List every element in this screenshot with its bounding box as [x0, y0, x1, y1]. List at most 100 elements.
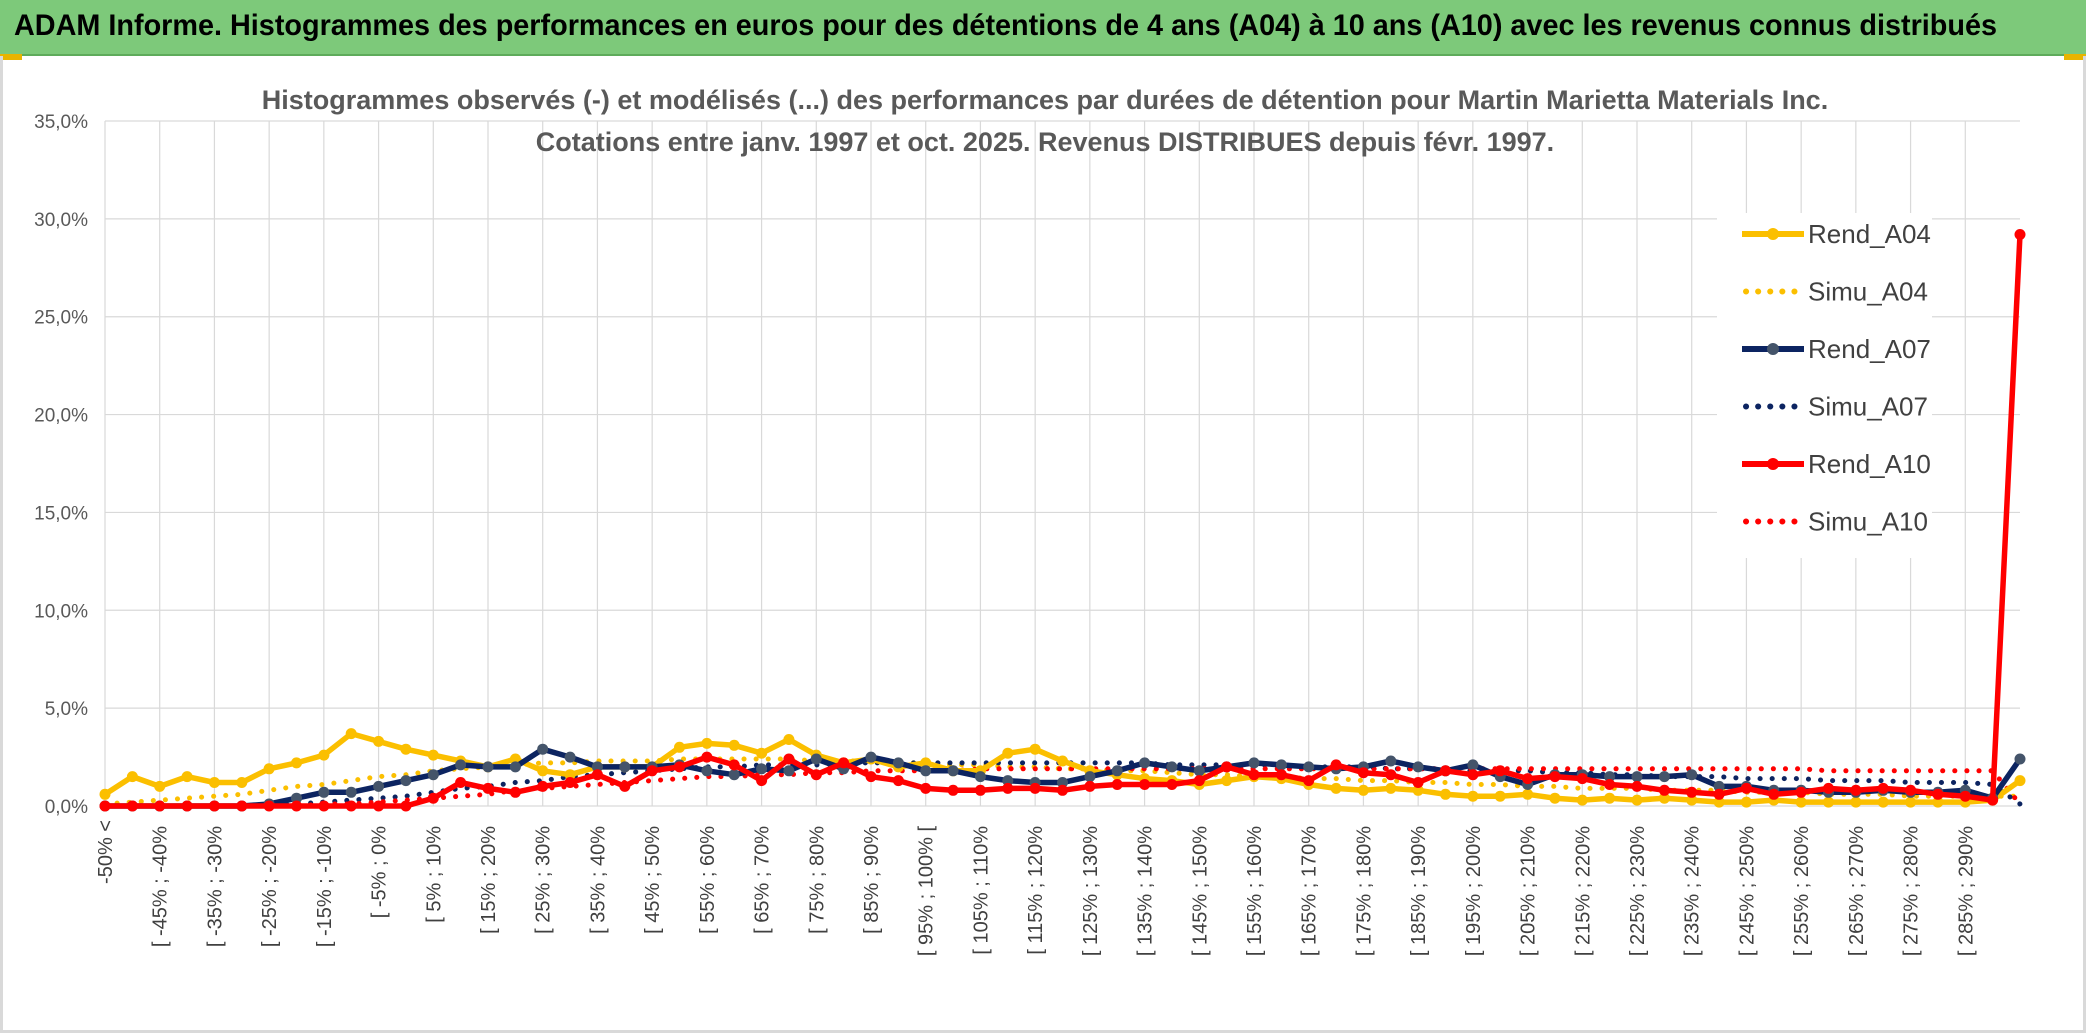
legend-marker [1767, 458, 1779, 470]
point-Rend_A04 [920, 757, 932, 769]
point-Rend_A07 [455, 759, 467, 771]
point-Rend_A04 [1823, 796, 1834, 808]
x-tick-label: [ 285% ; 290% [1955, 826, 1977, 956]
point-Rend_A07 [318, 786, 330, 798]
point-Rend_A10 [1686, 786, 1698, 798]
x-tick-label: [ 55% ; 60% [697, 826, 719, 934]
point-Rend_A10 [1330, 759, 1342, 771]
point-Rend_A10 [1385, 769, 1397, 781]
point-Rend_A10 [1740, 782, 1752, 794]
point-Rend_A04 [1330, 782, 1342, 794]
point-Rend_A10 [1193, 775, 1205, 787]
point-Rend_A10 [455, 777, 467, 788]
x-tick-label: [ 145% ; 150% [1189, 826, 1211, 956]
point-Rend_A10 [1002, 782, 1014, 794]
point-Rend_A04 [1412, 784, 1424, 796]
point-Rend_A07 [1193, 765, 1205, 777]
x-tick-label: [ 175% ; 180% [1353, 826, 1375, 956]
point-Rend_A10 [810, 769, 822, 781]
x-tick-label: [ 45% ; 50% [642, 826, 664, 934]
point-Rend_A10 [838, 757, 850, 769]
chart-title-line2: Cotations entre janv. 1997 et oct. 2025.… [536, 127, 1554, 157]
point-Rend_A10 [1576, 773, 1588, 785]
point-Rend_A10 [1987, 794, 1999, 806]
x-tick-label: [ -5% ; 0% [369, 826, 391, 918]
point-Rend_A07 [1057, 777, 1068, 788]
point-Rend_A04 [345, 728, 357, 740]
y-tick-label: 25,0% [34, 308, 88, 329]
point-Rend_A04 [1057, 755, 1068, 767]
point-Rend_A04 [728, 739, 740, 751]
point-Rend_A04 [674, 741, 685, 753]
point-Rend_A10 [1850, 784, 1862, 796]
point-Rend_A07 [1713, 780, 1725, 792]
point-Rend_A07 [2014, 753, 2026, 765]
series-line-Simu_A10 [102, 766, 2023, 809]
series-layer [99, 229, 2026, 812]
x-tick-label: [ 115% ; 120% [1025, 826, 1047, 955]
point-Rend_A10 [1959, 790, 1971, 802]
point-Rend_A07 [865, 751, 877, 763]
x-tick-label: [ 15% ; 20% [478, 826, 500, 934]
point-Rend_A10 [865, 771, 877, 783]
point-Rend_A10 [1467, 769, 1479, 781]
point-Rend_A04 [2014, 775, 2026, 787]
point-Rend_A10 [1631, 780, 1643, 792]
point-Rend_A04 [1440, 788, 1451, 800]
y-tick-label: 35,0% [34, 112, 88, 133]
point-Rend_A07 [892, 757, 904, 769]
point-Rend_A04 [564, 769, 576, 781]
y-tick-label: 20,0% [34, 406, 88, 427]
point-Rend_A04 [126, 771, 138, 783]
point-Rend_A07 [1658, 771, 1670, 783]
point-Rend_A10 [99, 800, 111, 812]
point-Rend_A10 [646, 765, 658, 777]
y-tick-label: 0,0% [45, 797, 88, 818]
point-Rend_A07 [1631, 771, 1643, 783]
point-Rend_A07 [1686, 769, 1698, 781]
point-Rend_A04 [1604, 792, 1616, 804]
point-Rend_A10 [974, 784, 986, 796]
x-tick-label: [ 125% ; 130% [1080, 826, 1102, 956]
point-Rend_A10 [1823, 782, 1834, 794]
x-tick-label: [ 155% ; 160% [1244, 826, 1266, 956]
point-Rend_A07 [974, 771, 986, 783]
x-tick-label: [ 25% ; 30% [533, 826, 555, 934]
point-Rend_A10 [1166, 779, 1178, 790]
point-Rend_A04 [1221, 775, 1233, 787]
point-Rend_A10 [1357, 767, 1369, 779]
point-Rend_A10 [1139, 779, 1151, 790]
point-Rend_A10 [1057, 784, 1068, 796]
point-Rend_A10 [1440, 765, 1451, 777]
point-Rend_A07 [427, 769, 439, 781]
x-tick-label: [ 205% ; 210% [1518, 826, 1540, 956]
point-Rend_A07 [619, 761, 631, 773]
point-Rend_A04 [537, 765, 549, 777]
legend: Rend_A04 Simu_A04 Rend_A07 Simu_A07 Rend_A10… [1717, 213, 1932, 558]
point-Rend_A04 [1576, 794, 1588, 806]
point-Rend_A07 [920, 765, 932, 777]
point-Rend_A10 [1905, 784, 1917, 796]
point-Rend_A04 [1549, 792, 1561, 804]
point-Rend_A10 [1412, 777, 1424, 788]
point-Rend_A10 [2014, 229, 2026, 240]
point-Rend_A10 [154, 800, 166, 812]
legend-item-Rend_A10: Rend_A10 [1742, 449, 1931, 479]
y-tick-label: 10,0% [34, 601, 88, 622]
point-Rend_A07 [564, 751, 576, 763]
chart-frame [0, 56, 2086, 1033]
point-Rend_A07 [1248, 757, 1260, 769]
point-Rend_A07 [1604, 771, 1616, 783]
point-Rend_A04 [1795, 796, 1807, 808]
y-tick-label: 30,0% [34, 210, 88, 231]
point-Rend_A10 [674, 761, 685, 773]
point-Rend_A04 [1905, 796, 1917, 808]
corner-accent-left [0, 54, 22, 60]
x-tick-label: [ -15% ; -10% [314, 826, 336, 947]
point-Rend_A04 [509, 753, 521, 765]
point-Rend_A04 [99, 788, 111, 800]
point-Rend_A07 [591, 761, 603, 773]
x-tick-label: [ 75% ; 80% [806, 826, 828, 934]
point-Rend_A10 [1549, 771, 1561, 783]
x-tick-label: [ 135% ; 140% [1135, 826, 1157, 956]
